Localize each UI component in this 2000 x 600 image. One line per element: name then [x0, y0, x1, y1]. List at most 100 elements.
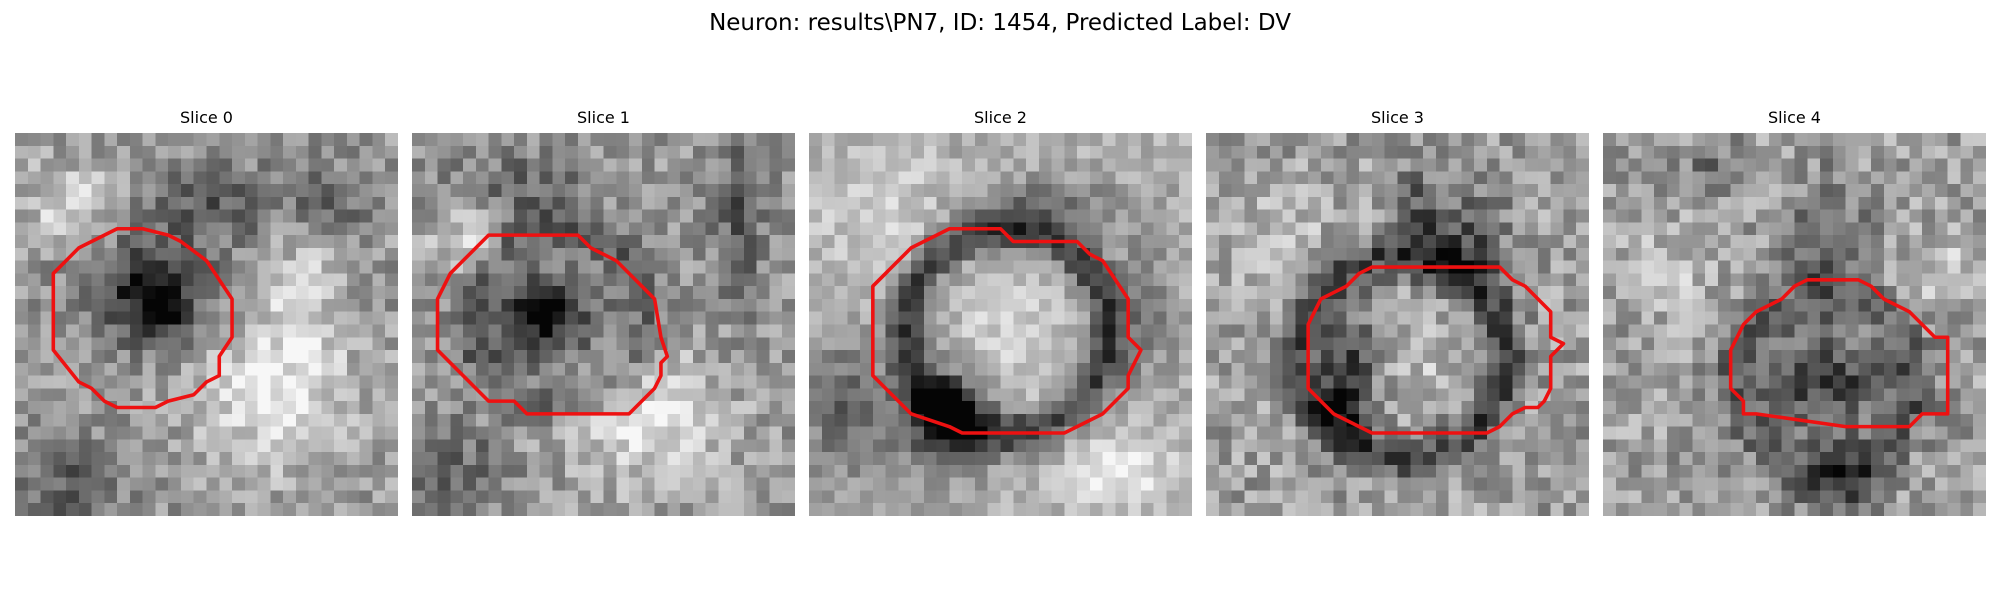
- image-pixel: [475, 413, 489, 427]
- image-pixel: [1654, 311, 1668, 325]
- image-pixel: [321, 388, 335, 402]
- image-pixel: [1537, 311, 1551, 325]
- image-pixel: [450, 464, 464, 478]
- image-pixel: [1269, 401, 1283, 415]
- image-pixel: [1410, 298, 1424, 312]
- image-pixel: [1692, 452, 1706, 466]
- image-pixel: [923, 133, 937, 147]
- image-pixel: [180, 490, 194, 504]
- image-pixel: [1089, 145, 1103, 159]
- image-pixel: [860, 235, 874, 249]
- image-pixel: [1206, 388, 1220, 402]
- image-pixel: [936, 184, 950, 198]
- image-pixel: [1550, 235, 1564, 249]
- image-pixel: [1077, 222, 1091, 236]
- image-pixel: [232, 503, 246, 516]
- image-pixel: [962, 286, 976, 300]
- image-pixel: [552, 375, 566, 389]
- image-pixel: [346, 426, 360, 440]
- image-pixel: [1089, 439, 1103, 453]
- image-pixel: [15, 324, 29, 338]
- image-pixel: [270, 388, 284, 402]
- image-pixel: [450, 350, 464, 364]
- image-pixel: [27, 350, 41, 364]
- image-pixel: [1525, 273, 1539, 287]
- image-pixel: [756, 350, 770, 364]
- image-pixel: [872, 324, 886, 338]
- image-pixel: [962, 464, 976, 478]
- image-pixel: [308, 247, 322, 261]
- image-pixel: [872, 439, 886, 453]
- image-pixel: [539, 247, 553, 261]
- image-pixel: [629, 350, 643, 364]
- image-pixel: [1000, 362, 1014, 376]
- image-pixel: [743, 209, 757, 223]
- image-pixel: [117, 145, 131, 159]
- image-pixel: [1115, 298, 1129, 312]
- image-pixel: [1832, 350, 1846, 364]
- image-pixel: [629, 184, 643, 198]
- image-pixel: [1960, 388, 1974, 402]
- image-pixel: [743, 196, 757, 210]
- image-pixel: [1384, 388, 1398, 402]
- image-pixel: [911, 426, 925, 440]
- image-pixel: [1308, 477, 1322, 491]
- image-pixel: [1705, 350, 1719, 364]
- image-pixel: [27, 401, 41, 415]
- image-pixel: [1743, 260, 1757, 274]
- image-pixel: [1128, 311, 1142, 325]
- image-pixel: [1858, 158, 1872, 172]
- image-pixel: [219, 209, 233, 223]
- image-pixel: [1730, 452, 1744, 466]
- image-pixel: [450, 158, 464, 172]
- image-pixel: [1666, 439, 1680, 453]
- image-pixel: [1730, 184, 1744, 198]
- image-pixel: [27, 273, 41, 287]
- image-pixel: [898, 222, 912, 236]
- image-pixel: [1717, 375, 1731, 389]
- image-pixel: [257, 337, 271, 351]
- image-pixel: [1486, 350, 1500, 364]
- image-pixel: [1717, 452, 1731, 466]
- image-pixel: [53, 247, 67, 261]
- image-pixel: [1883, 324, 1897, 338]
- image-pixel: [27, 388, 41, 402]
- image-pixel: [1474, 158, 1488, 172]
- image-pixel: [155, 145, 169, 159]
- image-pixel: [743, 158, 757, 172]
- image-pixel: [731, 222, 745, 236]
- image-pixel: [334, 286, 348, 300]
- image-pixel: [577, 503, 591, 516]
- image-pixel: [1166, 503, 1180, 516]
- image-pixel: [590, 362, 604, 376]
- image-pixel: [359, 158, 373, 172]
- image-pixel: [1641, 145, 1655, 159]
- image-pixel: [847, 464, 861, 478]
- image-pixel: [308, 464, 322, 478]
- image-pixel: [1960, 362, 1974, 376]
- image-pixel: [847, 311, 861, 325]
- image-pixel: [27, 222, 41, 236]
- image-pixel: [667, 145, 681, 159]
- image-pixel: [962, 362, 976, 376]
- image-pixel: [1807, 337, 1821, 351]
- image-pixel: [1628, 413, 1642, 427]
- image-pixel: [1077, 184, 1091, 198]
- image-pixel: [1641, 477, 1655, 491]
- image-pixel: [463, 273, 477, 287]
- image-pixel: [463, 209, 477, 223]
- image-pixel: [1206, 362, 1220, 376]
- image-pixel: [847, 401, 861, 415]
- image-pixel: [821, 426, 835, 440]
- image-pixel: [1206, 477, 1220, 491]
- image-pixel: [705, 196, 719, 210]
- image-pixel: [1832, 477, 1846, 491]
- image-pixel: [718, 464, 732, 478]
- image-pixel: [1218, 464, 1232, 478]
- image-pixel: [821, 247, 835, 261]
- image-pixel: [949, 477, 963, 491]
- image-pixel: [603, 337, 617, 351]
- image-pixel: [616, 196, 630, 210]
- image-pixel: [565, 145, 579, 159]
- image-pixel: [1603, 286, 1617, 300]
